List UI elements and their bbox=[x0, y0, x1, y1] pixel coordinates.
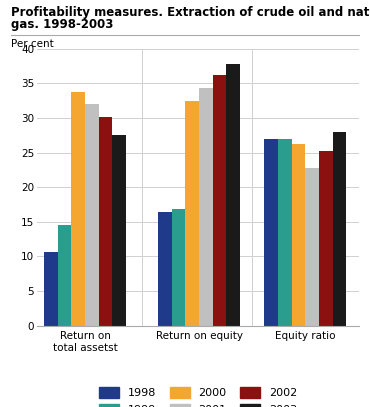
Bar bbox=[58, 225, 71, 326]
Bar bbox=[333, 132, 346, 326]
Bar bbox=[112, 135, 126, 326]
Bar bbox=[85, 104, 99, 326]
Text: Profitability measures. Extraction of crude oil and natural: Profitability measures. Extraction of cr… bbox=[11, 6, 370, 19]
Text: gas. 1998-2003: gas. 1998-2003 bbox=[11, 18, 114, 31]
Bar bbox=[172, 209, 185, 326]
Bar bbox=[292, 144, 305, 326]
Bar bbox=[71, 92, 85, 326]
Text: Per cent: Per cent bbox=[11, 39, 54, 49]
Bar bbox=[278, 139, 292, 326]
Bar bbox=[319, 151, 333, 326]
Bar bbox=[305, 168, 319, 326]
Bar bbox=[185, 101, 199, 326]
Legend: 1998, 1999, 2000, 2001, 2002, 2003: 1998, 1999, 2000, 2001, 2002, 2003 bbox=[93, 381, 303, 407]
Bar bbox=[158, 212, 172, 326]
Bar bbox=[44, 252, 58, 326]
Bar bbox=[199, 88, 213, 326]
Bar bbox=[226, 64, 240, 326]
Bar bbox=[264, 139, 278, 326]
Bar bbox=[99, 117, 112, 326]
Bar bbox=[213, 75, 226, 326]
